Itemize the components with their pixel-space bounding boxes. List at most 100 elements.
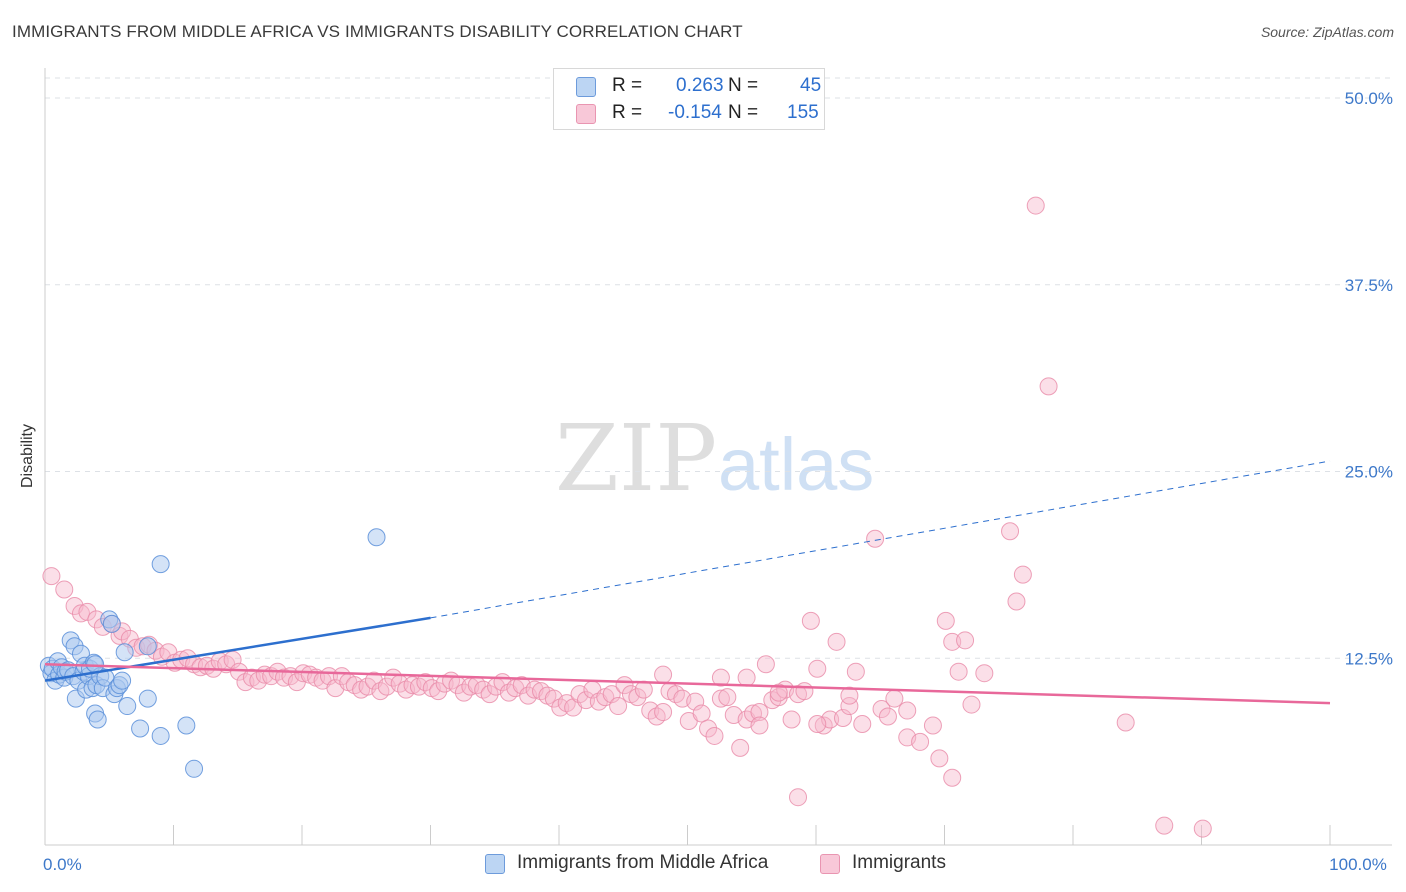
middle-africa-point [115,643,134,662]
immigrants-point [602,685,621,704]
middle-africa-point [86,655,105,674]
y-tick-label: 50.0% [1345,89,1393,108]
immigrants-point [801,611,820,630]
legend-label: Immigrants [852,852,946,873]
immigrants-point [885,689,904,708]
middle-africa-point [177,716,196,735]
immigrants-point [654,703,673,722]
y-tick-label: 25.0% [1345,463,1393,482]
legend-swatch-pink [820,854,840,874]
immigrants-point [731,738,750,757]
y-tick-label: 12.5% [1345,649,1393,668]
immigrants-point [840,686,859,705]
immigrants-point [769,688,788,707]
immigrants-point [769,683,788,702]
middle-africa-point [113,671,132,690]
immigrants-point [191,658,210,677]
immigrants-point [1116,713,1135,732]
immigrants-point [878,707,897,726]
immigrants-point [808,659,827,678]
immigrants-point [1026,196,1045,215]
immigrants-point [737,668,756,687]
immigrants-point [782,710,801,729]
immigrants-point [975,664,994,683]
middle-africa-point [151,726,170,745]
r-value: -0.154 [668,102,722,123]
immigrants-point [718,688,737,707]
immigrants-point [956,631,975,650]
immigrants-point [943,632,962,651]
immigrants-point [1155,816,1174,835]
immigrants-point [699,719,718,738]
immigrants-point [1193,819,1212,838]
r-label: R = [612,102,643,123]
immigrants-point [480,685,499,704]
legend-label: Immigrants from Middle Africa [517,852,769,873]
r-label: R = [612,75,643,96]
immigrants-point [943,768,962,787]
immigrants-point [609,697,628,716]
immigrants-point [833,709,852,728]
series-legend: Immigrants from Middle Africa Immigrants [0,852,1406,878]
x-tick-label: 100.0% [1329,855,1387,874]
middle-africa-point [118,697,137,716]
immigrants-point [1039,377,1058,396]
immigrants-point [692,704,711,723]
r-value: 0.263 [676,75,724,96]
middle-africa-trendline-extension [430,460,1331,619]
immigrants-point [930,749,949,768]
immigrants-point [654,665,673,684]
immigrants-point [756,655,775,674]
immigrants-point [846,662,865,681]
x-tick-label: 0.0% [43,855,82,874]
immigrants-point [686,692,705,711]
immigrants-point [628,688,647,707]
immigrants-point [750,716,769,735]
immigrants-point [808,714,827,733]
immigrants-point [429,682,448,701]
legend-swatch-pink [576,104,596,124]
immigrants-point [744,704,763,723]
n-value: 45 [800,75,822,96]
immigrants-point [705,726,724,745]
immigrants-point [840,697,859,716]
middle-africa-point [88,710,107,729]
immigrants-point [711,689,730,708]
chart-title: IMMIGRANTS FROM MIDDLE AFRICA VS IMMIGRA… [12,22,743,41]
middle-africa-point [185,759,204,778]
immigrants-point [42,567,61,586]
middle-africa-point [138,637,157,656]
immigrants-point [55,580,74,599]
immigrants-point [962,695,981,714]
middle-africa-trendline [44,616,431,682]
legend-swatch-blue [576,77,596,97]
immigrants-point [750,703,769,722]
middle-africa-point [131,719,150,738]
immigrants-point [936,611,955,630]
middle-africa-point [367,528,386,547]
immigrants-point [853,714,872,733]
y-tick-label: 37.5% [1345,276,1393,295]
immigrants-point [923,716,942,735]
immigrants-point [827,632,846,651]
immigrants-point [71,604,90,623]
immigrants-point [1007,592,1026,611]
immigrants-point [866,529,885,548]
middle-africa-point [151,555,170,574]
immigrants-point [911,732,930,751]
watermark-zip: ZIP [555,405,717,512]
stats-legend: R = 0.263 N = 45 R = -0.154 N = 155 [553,68,825,130]
n-value: 155 [787,102,819,123]
n-label: N = [728,75,759,96]
immigrants-point [78,602,97,621]
immigrants-point [576,691,595,710]
immigrants-point [898,701,917,720]
legend-swatch-blue [485,854,505,874]
immigrants-point [949,662,968,681]
immigrants-point [795,682,814,701]
immigrants-point [789,788,808,807]
immigrants-point [711,668,730,687]
immigrants-trendline [44,662,1331,705]
middle-africa-point [138,689,157,708]
